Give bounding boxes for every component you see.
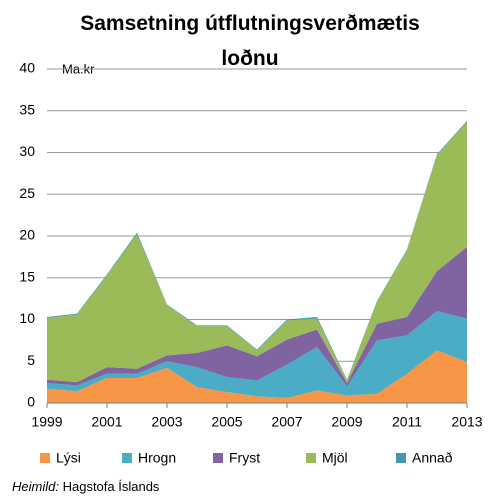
area bbox=[47, 350, 467, 403]
legend-label: Fryst bbox=[229, 450, 260, 466]
legend-swatch bbox=[122, 453, 132, 463]
y-tick-label: 35 bbox=[19, 101, 35, 117]
x-tick-label: 2003 bbox=[151, 414, 182, 430]
x-tick-label: 2007 bbox=[271, 414, 302, 430]
legend-swatch bbox=[396, 453, 406, 463]
y-tick-label: 10 bbox=[19, 310, 35, 326]
legend-label: Hrogn bbox=[138, 450, 176, 466]
legend-swatch bbox=[213, 453, 223, 463]
legend-label: Annað bbox=[412, 450, 453, 466]
source: Heimild: Hagstofa Íslands bbox=[12, 479, 159, 494]
y-tick-label: 0 bbox=[27, 394, 35, 410]
legend-label: Lýsi bbox=[56, 450, 81, 466]
legend-swatch bbox=[40, 453, 50, 463]
x-tick-label: 2011 bbox=[392, 414, 422, 430]
source-label: Heimild: bbox=[12, 479, 59, 494]
legend-swatch bbox=[306, 453, 316, 463]
area bbox=[47, 311, 467, 398]
y-tick-label: 40 bbox=[19, 60, 35, 76]
x-tick-label: 2009 bbox=[331, 414, 362, 430]
y-tick-label: 25 bbox=[19, 185, 35, 201]
y-tick-label: 20 bbox=[19, 227, 35, 243]
area bbox=[47, 121, 467, 383]
chart-title: Samsetning útflutningsverðmætis loðnu bbox=[80, 12, 420, 70]
y-tick-label: 30 bbox=[19, 143, 35, 159]
legend-label: Mjöl bbox=[322, 450, 348, 466]
y-tick-label: 5 bbox=[27, 352, 35, 368]
x-tick-label: 2001 bbox=[91, 414, 122, 430]
y-tick-label: 15 bbox=[19, 268, 35, 284]
x-tick-label: 2005 bbox=[211, 414, 242, 430]
source-text: Hagstofa Íslands bbox=[62, 479, 160, 494]
x-tick-label: 1999 bbox=[31, 414, 62, 430]
x-tick-label: 2013 bbox=[451, 414, 482, 430]
area bbox=[47, 246, 467, 387]
